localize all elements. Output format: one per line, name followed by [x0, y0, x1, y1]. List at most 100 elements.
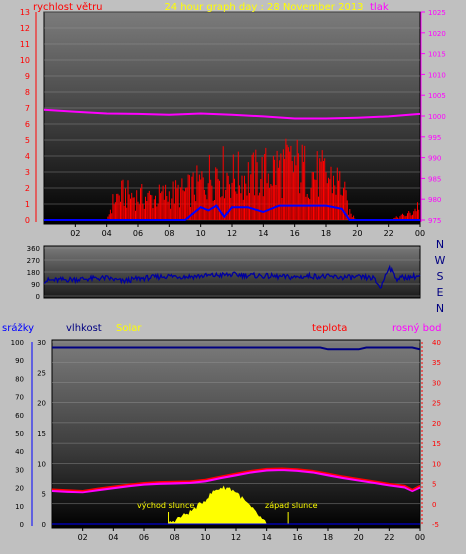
wind-x-tick-label: 00: [415, 229, 425, 238]
temperature-y-tick-label: 35: [432, 359, 441, 367]
wind-x-tick-label: 12: [227, 229, 237, 238]
dewpoint-axis-label: rosný bod: [392, 322, 441, 334]
humidity-y-tick-label: 0: [20, 521, 24, 529]
pressure-y-tick-label: 1020: [428, 30, 446, 38]
humidity-y-tick-label: 10: [15, 503, 24, 511]
pressure-y-tick-label: 990: [428, 155, 441, 163]
wind-y-tick-label: 1: [25, 200, 30, 209]
wind-x-tick-label: 10: [196, 229, 206, 238]
temperature-x-tick-label: 04: [108, 533, 118, 542]
wind-y-tick-label: 0: [25, 216, 30, 225]
humidity-y-tick-label: 100: [11, 339, 24, 347]
rain-y-tick-label: 0: [42, 521, 46, 529]
rain-y-tick-label: 15: [37, 430, 46, 438]
rain-y-tick-label: 20: [37, 400, 46, 408]
temperature-y-tick-label: 20: [432, 420, 441, 428]
humidity-y-tick-label: 30: [15, 466, 24, 474]
compass-s: S: [437, 270, 444, 283]
temperature-y-tick-label: 5: [432, 481, 436, 489]
panel-temperature-background: [51, 339, 421, 529]
wind-y-tick-label: 5: [25, 136, 30, 145]
humidity-axis-label: vlhkost: [66, 323, 102, 334]
wind-y-tick-label: 12: [20, 24, 30, 33]
rain-y-tick-label: 10: [37, 460, 46, 468]
chart-title: 24 hour graph day : 28 November 2013: [164, 2, 363, 13]
wind-x-tick-label: 08: [164, 229, 174, 238]
pressure-y-tick-label: 1025: [428, 9, 446, 17]
compass-n-bottom: N: [436, 302, 444, 315]
humidity-y-tick-label: 70: [15, 394, 24, 402]
temperature-y-tick-label: 30: [432, 379, 441, 387]
wind-x-tick-label: 06: [133, 229, 143, 238]
direction-y-tick-label: 360: [27, 245, 40, 253]
pressure-y-tick-label: 975: [428, 217, 441, 225]
wind-x-tick-label: 22: [384, 229, 394, 238]
direction-y-tick-label: 90: [31, 281, 40, 289]
pressure-y-tick-label: 1010: [428, 71, 446, 79]
pressure-axis-label: tlak: [370, 2, 389, 13]
temperature-axis-label: teplota: [312, 323, 347, 334]
dewpoint-line: [51, 468, 421, 494]
humidity-y-tick-label: 20: [15, 485, 24, 493]
temperature-x-tick-label: 22: [384, 533, 394, 542]
pressure-y-tick-label: 1015: [428, 51, 446, 59]
rain-y-tick-label: 30: [37, 339, 46, 347]
humidity-y-tick-label: 60: [15, 412, 24, 420]
compass-e: E: [437, 286, 444, 299]
pressure-y-tick-label: 1005: [428, 92, 446, 100]
compass-n-top: N: [436, 238, 444, 251]
temperature-x-tick-label: 08: [170, 533, 180, 542]
pressure-y-tick-label: 995: [428, 134, 441, 142]
wind-y-tick-label: 13: [20, 8, 30, 17]
temperature-x-tick-label: 00: [415, 533, 425, 542]
wind-x-tick-label: 04: [102, 229, 112, 238]
temperature-x-tick-label: 14: [262, 533, 272, 542]
temperature-x-tick-label: 16: [292, 533, 302, 542]
sunrise-label: východ slunce: [137, 501, 194, 510]
humidity-y-tick-label: 80: [15, 375, 24, 383]
wind-y-tick-label: 6: [25, 120, 30, 129]
wind-average-line: [44, 204, 420, 221]
direction-y-tick-label: 180: [27, 269, 40, 277]
temperature-y-tick-label: 0: [432, 501, 436, 509]
wind-x-tick-label: 02: [70, 229, 80, 238]
temperature-y-tick-label: 15: [432, 440, 441, 448]
temperature-line: [51, 467, 421, 492]
pressure-y-tick-label: 980: [428, 196, 441, 204]
temperature-y-tick-label: -5: [432, 521, 439, 529]
temperature-y-tick-label: 40: [432, 339, 441, 347]
wind-y-tick-label: 3: [25, 168, 30, 177]
wind-x-tick-label: 18: [321, 229, 331, 238]
temperature-x-tick-label: 10: [200, 533, 210, 542]
temperature-x-tick-label: 20: [354, 533, 364, 542]
humidity-y-tick-label: 90: [15, 357, 24, 365]
rain-y-tick-label: 25: [37, 369, 46, 377]
wind-y-tick-label: 4: [25, 152, 30, 161]
direction-y-tick-label: 0: [36, 293, 40, 301]
wind-x-tick-label: 14: [258, 229, 268, 238]
wind-x-tick-label: 20: [352, 229, 362, 238]
wind-direction-line: [43, 264, 421, 289]
sunset-label: západ slunce: [265, 501, 318, 510]
temperature-x-tick-label: 06: [139, 533, 149, 542]
solar-area: [52, 485, 420, 524]
temperature-x-tick-label: 18: [323, 533, 333, 542]
pressure-y-tick-label: 985: [428, 175, 441, 183]
wind-y-tick-label: 11: [20, 40, 30, 49]
wind-y-tick-label: 9: [25, 72, 30, 81]
temperature-y-tick-label: 10: [432, 460, 441, 468]
direction-y-tick-label: 270: [27, 257, 40, 265]
wind-y-tick-label: 8: [25, 88, 30, 97]
temperature-x-tick-label: 12: [231, 533, 241, 542]
humidity-line: [52, 346, 421, 351]
wind-y-tick-label: 7: [25, 104, 30, 113]
temperature-y-tick-label: 25: [432, 400, 441, 408]
rain-y-tick-label: 5: [42, 491, 46, 499]
wind-y-tick-label: 10: [20, 56, 30, 65]
wind-axis-label: rychlost větru: [33, 1, 103, 13]
wind-y-tick-label: 2: [25, 184, 30, 193]
pressure-line: [43, 108, 421, 120]
humidity-y-tick-label: 40: [15, 448, 24, 456]
